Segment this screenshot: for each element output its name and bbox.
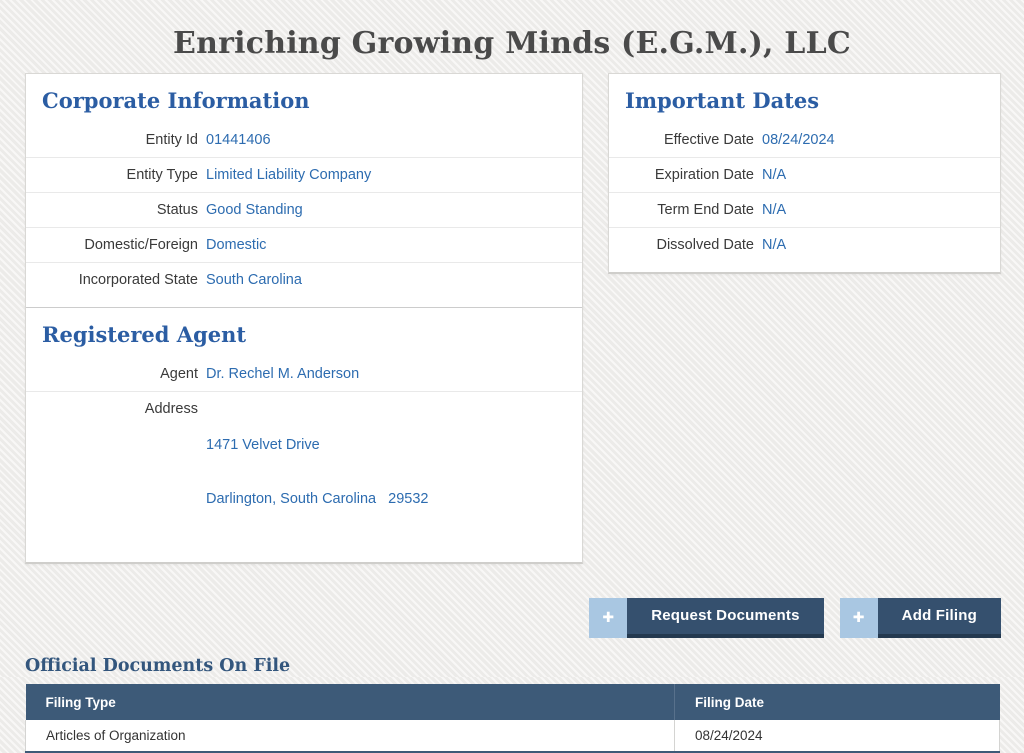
filing-type-column-header: Filing Type bbox=[25, 684, 675, 720]
field-label: Incorporated State bbox=[78, 272, 198, 288]
agent-name-value: Dr. Rechel M. Anderson bbox=[206, 366, 360, 382]
field-label: Expiration Date bbox=[654, 167, 754, 183]
entity-actions: ✚ Request Documents ✚ Add Filing bbox=[0, 564, 1024, 638]
field-label: Entity Type bbox=[126, 167, 198, 183]
documents-table: Filing Type Filing Date Articles of Orga… bbox=[25, 684, 1000, 753]
field-label: Address bbox=[144, 401, 198, 417]
status-value: Good Standing bbox=[206, 202, 303, 218]
filing-date-cell: 08/24/2024 bbox=[674, 720, 1000, 752]
field-value: Domestic bbox=[206, 237, 267, 253]
document-row[interactable]: Articles of Organization 08/24/2024 bbox=[25, 720, 1000, 752]
important-dates-heading: Important Dates bbox=[625, 88, 820, 113]
request-documents-button[interactable]: ✚ Request Documents bbox=[589, 598, 824, 638]
official-documents-heading: Official Documents On File bbox=[25, 656, 291, 676]
effective-date-row: Effective Date 08/24/2024 bbox=[609, 123, 1000, 157]
entity-type-row: Entity Type Limited Liability Company bbox=[26, 157, 582, 192]
incorporated-state-row: Incorporated State South Carolina bbox=[26, 262, 582, 297]
add-filing-label: Add Filing bbox=[877, 598, 1001, 638]
field-label: Domestic/Foreign bbox=[84, 237, 198, 253]
status-row: Status Good Standing bbox=[26, 192, 582, 227]
field-value: N/A bbox=[762, 202, 787, 218]
request-documents-label: Request Documents bbox=[627, 598, 824, 638]
field-value: 01441406 bbox=[206, 132, 271, 148]
registered-agent-heading: Registered Agent bbox=[42, 322, 247, 347]
business-entity-detail-page: Enriching Growing Minds (E.G.M.), LLC Co… bbox=[0, 26, 1024, 753]
field-label: Status bbox=[156, 202, 198, 218]
agent-row: Agent Dr. Rechel M. Anderson bbox=[26, 357, 582, 391]
field-value: N/A bbox=[762, 237, 787, 253]
expiration-date-row: Expiration Date N/A bbox=[609, 157, 1000, 192]
field-label: Effective Date bbox=[663, 132, 754, 148]
field-value: South Carolina bbox=[206, 272, 302, 288]
field-value: 08/24/2024 bbox=[762, 132, 835, 148]
entity-id-row: Entity Id 01441406 bbox=[26, 123, 582, 157]
filing-type-cell: Articles of Organization bbox=[25, 720, 675, 752]
page-title: Enriching Growing Minds (E.G.M.), LLC bbox=[173, 26, 851, 61]
important-dates-card: Important Dates Effective Date 08/24/202… bbox=[608, 73, 1001, 274]
documents-table-header-row: Filing Type Filing Date bbox=[25, 684, 1000, 720]
section-divider bbox=[26, 307, 582, 308]
plus-icon: ✚ bbox=[589, 598, 628, 638]
detail-columns: Corporate Information Entity Id 01441406… bbox=[0, 73, 1024, 564]
field-label: Agent bbox=[160, 366, 198, 382]
entity-details-card: Corporate Information Entity Id 01441406… bbox=[25, 73, 583, 564]
field-label: Dissolved Date bbox=[656, 237, 754, 253]
address-line-1: 1471 Velvet Drive bbox=[206, 437, 320, 453]
field-value: Limited Liability Company bbox=[206, 167, 372, 183]
corporate-information-section: Corporate Information Entity Id 01441406… bbox=[26, 88, 582, 307]
registered-agent-section: Registered Agent Agent Dr. Rechel M. And… bbox=[26, 322, 582, 562]
domestic-foreign-row: Domestic/Foreign Domestic bbox=[26, 227, 582, 262]
field-value: N/A bbox=[762, 167, 787, 183]
dissolved-date-row: Dissolved Date N/A bbox=[609, 227, 1000, 262]
field-label: Entity Id bbox=[145, 132, 198, 148]
term-end-date-row: Term End Date N/A bbox=[609, 192, 1000, 227]
important-dates-section: Important Dates Effective Date 08/24/202… bbox=[609, 88, 1000, 272]
plus-icon: ✚ bbox=[839, 598, 878, 638]
filing-date-column-header: Filing Date bbox=[674, 684, 1000, 720]
address-line-2: Darlington, South Carolina 29532 bbox=[206, 491, 429, 507]
corporate-information-heading: Corporate Information bbox=[42, 88, 310, 113]
address-value: 1471 Velvet Drive Darlington, South Caro… bbox=[206, 400, 428, 544]
add-filing-button[interactable]: ✚ Add Filing bbox=[839, 598, 1001, 638]
field-label: Term End Date bbox=[657, 202, 754, 218]
address-row: Address 1471 Velvet Drive Darlington, So… bbox=[26, 391, 582, 552]
